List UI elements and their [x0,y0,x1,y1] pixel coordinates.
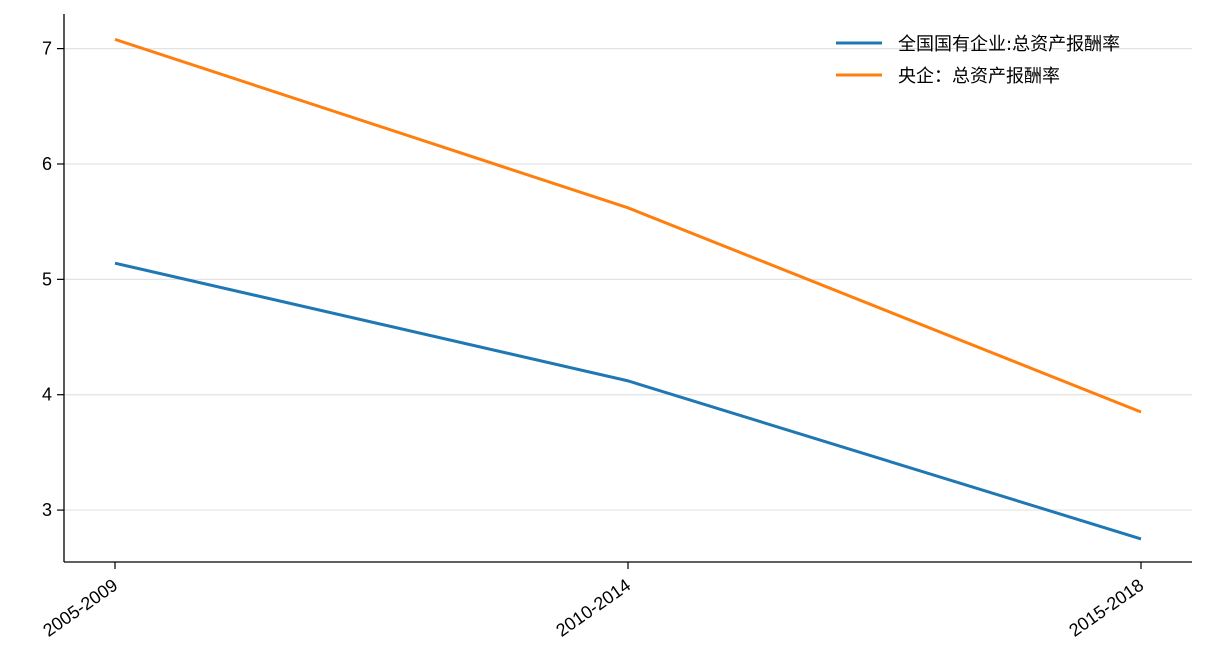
legend-label-1: 央企：总资产报酬率 [898,66,1060,87]
y-tick-label-1: 4 [42,385,52,405]
series-lines [114,37,1142,541]
y-tick-label-0: 3 [42,500,52,520]
x-tick-label-1: 2010-2014 [552,575,634,641]
x-tick-label-0: 2005-2009 [39,575,121,641]
y-tick-label-4: 7 [42,39,52,59]
gridlines [64,48,1192,511]
series-line-0 [114,261,1142,541]
legend-label-0: 全国国有企业:总资产报酬率 [898,34,1120,55]
x-tick-label-2: 2015-2018 [1065,575,1147,641]
y-tick-label-3: 6 [42,154,52,174]
series-line-1 [114,37,1142,414]
axes: 3 4 5 6 7 2005-2009 2010-2014 2015-2018 [39,14,1192,641]
y-tick-label-2: 5 [42,269,52,289]
